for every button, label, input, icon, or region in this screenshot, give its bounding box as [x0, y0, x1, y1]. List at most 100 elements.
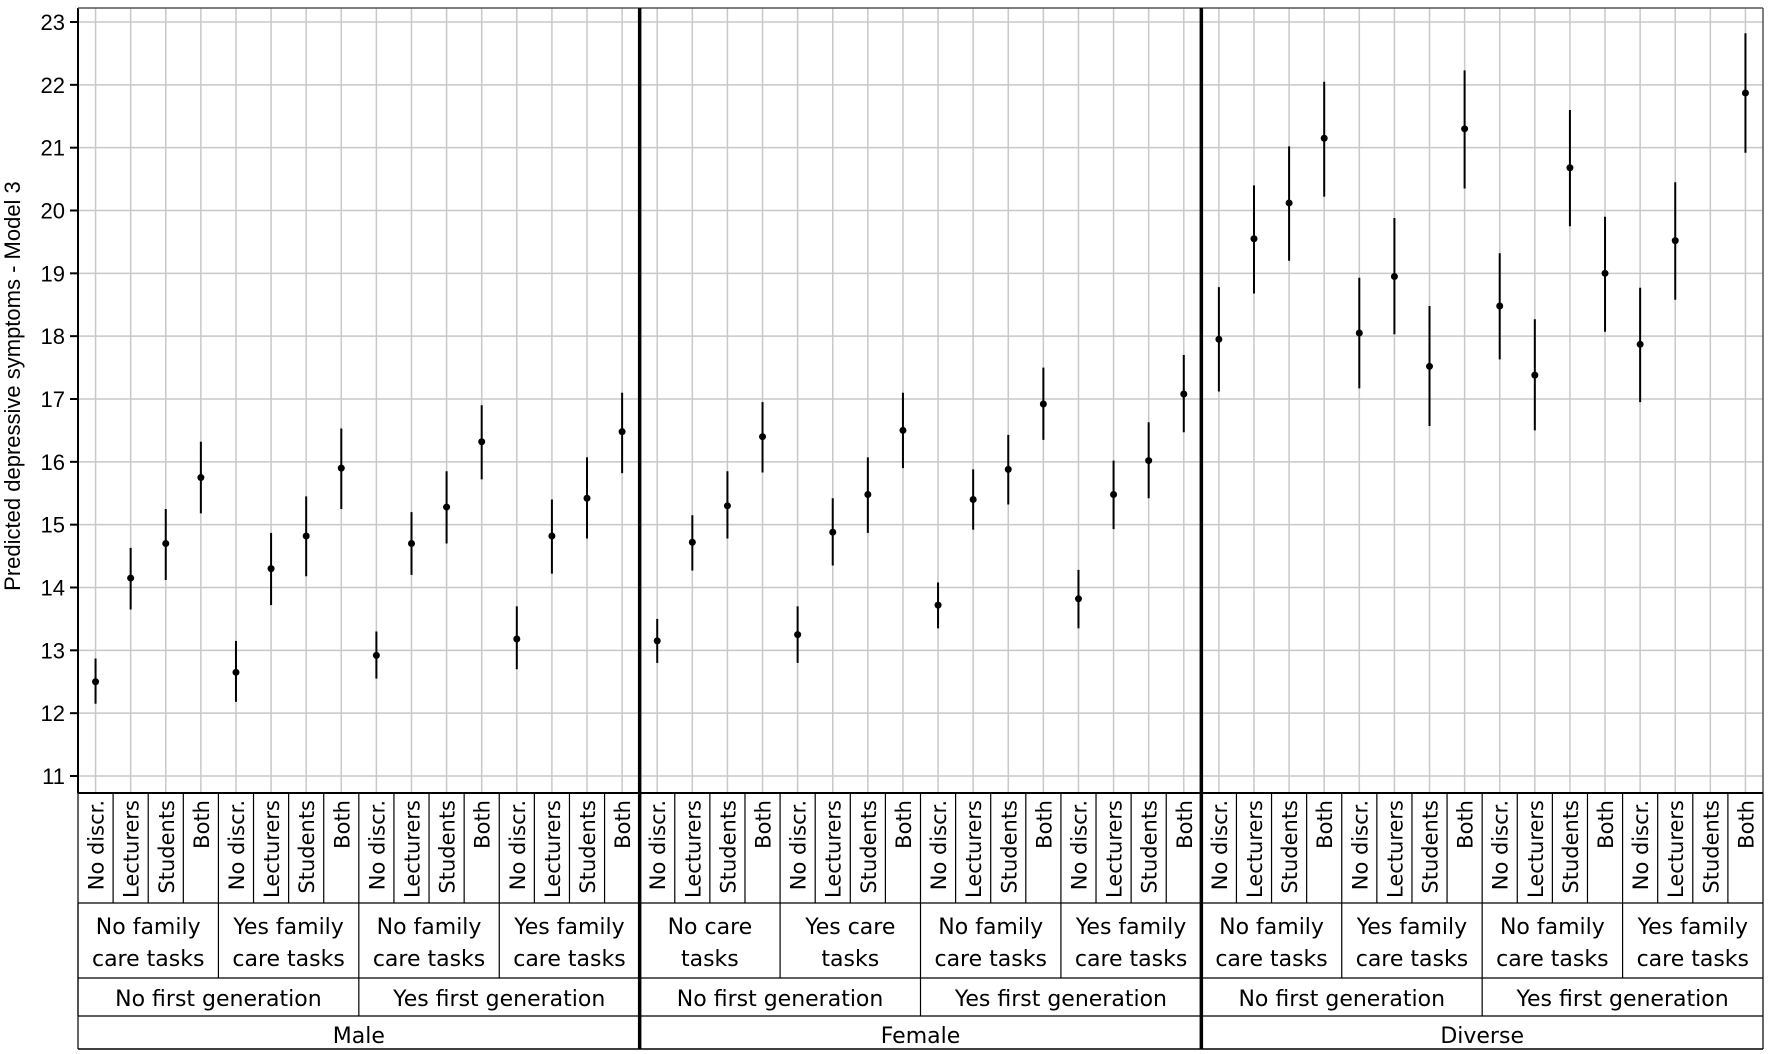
data-point — [723, 502, 731, 510]
care-group-label: care tasks — [232, 947, 344, 972]
x-tick-label: No discr. — [927, 800, 951, 890]
y-tick-label: 14 — [41, 576, 65, 601]
data-point — [548, 532, 556, 540]
x-tick-label: Lecturers — [1243, 800, 1267, 898]
gender-group-label: Female — [881, 1024, 961, 1049]
data-point — [513, 635, 521, 643]
x-tick-label: Lecturers — [541, 800, 565, 898]
data-point — [583, 494, 591, 502]
x-tick-label: No discr. — [787, 800, 811, 890]
data-point — [407, 540, 415, 548]
data-point — [1390, 272, 1398, 280]
x-tick-label: Both — [1594, 800, 1618, 849]
data-point — [1039, 400, 1047, 408]
x-tick-label: Students — [1138, 800, 1162, 894]
data-point — [829, 528, 837, 536]
care-group-label: No family — [938, 915, 1043, 940]
care-group-label: Yes family — [1075, 915, 1186, 940]
generation-group-label: No first generation — [677, 987, 884, 1012]
care-group-label: Yes family — [1356, 915, 1467, 940]
data-point — [899, 426, 907, 434]
y-tick-label: 17 — [41, 387, 65, 412]
x-tick-label: No discr. — [1208, 800, 1232, 890]
x-tick-label: Both — [892, 800, 916, 849]
generation-group-label: No first generation — [115, 987, 322, 1012]
axis-layer — [70, 7, 1764, 1050]
data-point — [1074, 595, 1082, 603]
generation-group-label: No first generation — [1238, 987, 1445, 1012]
x-tick-label: Lecturers — [1524, 800, 1548, 898]
care-group-label: tasks — [821, 947, 879, 972]
data-point — [864, 491, 872, 499]
data-point — [443, 503, 451, 511]
data-point — [1601, 269, 1609, 277]
x-tick-label: Lecturers — [822, 800, 846, 898]
x-tick-label: Students — [295, 800, 319, 894]
data-point — [618, 428, 626, 436]
label-layer: 11 12 13 14 15 16 17 18 19 20 21 22 23 No discr. Lectu… — [41, 10, 1759, 1049]
care-group-label: No care — [668, 915, 753, 940]
y-tick-label: 18 — [41, 324, 65, 349]
grid-layer — [78, 8, 1763, 793]
y-tick-label: 23 — [41, 10, 65, 35]
y-tick-label: 15 — [41, 513, 65, 538]
care-group-label: Yes family — [232, 915, 343, 940]
x-tick-label: Students — [716, 800, 740, 894]
x-tick-label: Students — [997, 800, 1021, 894]
x-tick-label: No discr. — [365, 800, 389, 890]
data-point — [197, 474, 205, 482]
gender-group-label: Diverse — [1440, 1024, 1524, 1049]
x-tick-label: Both — [752, 800, 776, 849]
x-tick-label: Both — [611, 800, 635, 849]
data-point — [759, 433, 767, 441]
data-point — [1285, 199, 1293, 207]
care-group-label: No family — [377, 915, 482, 940]
care-group-label: care tasks — [513, 947, 625, 972]
data-point — [1320, 134, 1328, 142]
data-point — [794, 631, 802, 639]
generation-group-label: Yes first generation — [1516, 987, 1729, 1012]
data-point — [1145, 457, 1153, 465]
y-axis-label: Predicted depressive symptoms - Model 3 — [0, 181, 25, 591]
care-group-label: care tasks — [1075, 947, 1187, 972]
care-group-label: Yes family — [1637, 915, 1748, 940]
care-group-label: care tasks — [92, 947, 204, 972]
x-tick-label: No discr. — [646, 800, 670, 890]
y-tick-label: 21 — [41, 136, 65, 161]
data-point — [934, 601, 942, 609]
x-tick-label: Both — [1173, 800, 1197, 849]
x-tick-label: Students — [436, 800, 460, 894]
x-tick-label: Lecturers — [120, 800, 144, 898]
x-tick-label: No discr. — [506, 800, 530, 890]
y-tick-label: 22 — [41, 73, 65, 98]
data-point — [1671, 237, 1679, 245]
care-group-label: care tasks — [1356, 947, 1468, 972]
x-tick-label: No discr. — [225, 800, 249, 890]
generation-group-label: Yes first generation — [392, 987, 605, 1012]
x-tick-label: Students — [1559, 800, 1583, 894]
data-point — [1355, 329, 1363, 337]
generation-group-label: Yes first generation — [954, 987, 1167, 1012]
x-tick-label: Lecturers — [962, 800, 986, 898]
x-tick-label: No discr. — [1348, 800, 1372, 890]
x-tick-label: Students — [1278, 800, 1302, 894]
care-group-label: No family — [1500, 915, 1605, 940]
y-tick-label: 11 — [42, 764, 65, 789]
data-point — [1496, 302, 1504, 310]
x-tick-label: Students — [576, 800, 600, 894]
data-point — [337, 464, 345, 472]
care-group-label: tasks — [681, 947, 739, 972]
x-tick-label: No discr. — [1629, 800, 1653, 890]
care-group-label: care tasks — [1215, 947, 1327, 972]
marks-layer — [92, 33, 1749, 704]
data-point — [1531, 371, 1539, 379]
x-tick-label: Students — [1699, 800, 1723, 894]
y-tick-label: 12 — [41, 701, 65, 726]
data-point — [127, 574, 135, 582]
x-tick-label: Lecturers — [1103, 800, 1127, 898]
x-tick-label: Students — [155, 800, 179, 894]
x-tick-label: Lecturers — [1383, 800, 1407, 898]
data-point — [688, 538, 696, 546]
x-tick-label: Both — [330, 800, 354, 849]
